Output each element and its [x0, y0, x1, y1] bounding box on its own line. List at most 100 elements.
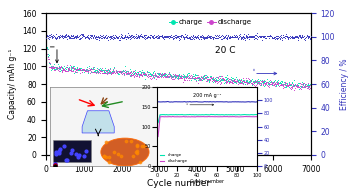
Point	[243, 79, 249, 82]
Point	[142, 34, 147, 37]
Point	[78, 36, 84, 39]
Point	[47, 61, 53, 64]
Point	[154, 75, 160, 78]
Point	[160, 36, 166, 40]
Point	[80, 68, 86, 71]
Point	[285, 35, 290, 38]
Point	[303, 36, 309, 39]
Point	[54, 67, 60, 70]
Point	[154, 36, 159, 39]
Point	[288, 87, 293, 90]
Point	[146, 36, 152, 39]
Point	[209, 80, 215, 83]
Point	[118, 154, 124, 157]
Point	[262, 34, 267, 37]
Point	[221, 79, 227, 82]
Point	[271, 84, 277, 87]
Point	[44, 37, 49, 40]
Point	[110, 70, 116, 74]
Point	[193, 36, 199, 39]
Point	[217, 36, 223, 39]
Point	[206, 79, 212, 82]
Point	[193, 36, 198, 39]
Point	[170, 75, 175, 78]
Point	[217, 78, 222, 81]
Point	[64, 37, 70, 40]
Point	[106, 71, 112, 74]
Point	[75, 35, 81, 38]
Point	[288, 86, 294, 89]
Point	[147, 74, 152, 77]
Point	[131, 35, 136, 38]
Point	[212, 76, 217, 79]
Point	[267, 81, 273, 84]
Point	[183, 77, 188, 80]
Point	[90, 36, 96, 40]
Point	[229, 78, 235, 81]
Point	[172, 74, 178, 77]
Point	[55, 68, 60, 71]
Point	[263, 82, 269, 85]
Point	[294, 83, 300, 86]
Point	[168, 74, 174, 77]
Point	[269, 81, 275, 84]
Point	[266, 80, 272, 83]
Point	[150, 72, 156, 75]
Point	[106, 69, 112, 72]
Point	[169, 74, 175, 77]
Point	[297, 87, 303, 90]
Point	[74, 68, 80, 71]
Point	[169, 36, 174, 39]
Point	[160, 75, 166, 78]
Legend: charge, discharge: charge, discharge	[166, 17, 255, 28]
Point	[267, 34, 273, 37]
Point	[154, 72, 160, 75]
Point	[116, 39, 121, 42]
Point	[197, 76, 203, 79]
Point	[275, 81, 281, 84]
Point	[142, 71, 148, 74]
Point	[170, 34, 176, 37]
Point	[213, 36, 219, 39]
Point	[152, 72, 158, 75]
Point	[207, 35, 213, 38]
Point	[145, 72, 151, 75]
Point	[132, 68, 138, 71]
Point	[167, 35, 173, 38]
Point	[268, 82, 274, 85]
Point	[250, 36, 255, 39]
Point	[280, 39, 285, 42]
Point	[68, 69, 74, 72]
Point	[250, 81, 255, 84]
Point	[89, 33, 94, 36]
Point	[192, 36, 197, 39]
Point	[228, 80, 233, 83]
Point	[202, 36, 208, 39]
Point	[296, 86, 301, 89]
Point	[55, 35, 61, 38]
Point	[280, 85, 286, 88]
Point	[270, 36, 276, 39]
Point	[253, 80, 259, 83]
Point	[206, 77, 212, 80]
Point	[165, 75, 171, 78]
Point	[261, 80, 266, 83]
Point	[225, 79, 231, 82]
Point	[260, 80, 266, 83]
Point	[176, 75, 181, 78]
Point	[56, 36, 62, 39]
Point	[184, 74, 190, 77]
Point	[196, 75, 202, 78]
Point	[220, 76, 225, 79]
Point	[106, 72, 111, 75]
Point	[248, 35, 253, 38]
Point	[152, 35, 158, 38]
Point	[90, 66, 95, 69]
Point	[92, 70, 98, 73]
Point	[245, 36, 250, 39]
Point	[50, 66, 56, 69]
Point	[227, 81, 232, 84]
Point	[227, 81, 233, 84]
Point	[293, 84, 299, 87]
Point	[180, 75, 186, 78]
